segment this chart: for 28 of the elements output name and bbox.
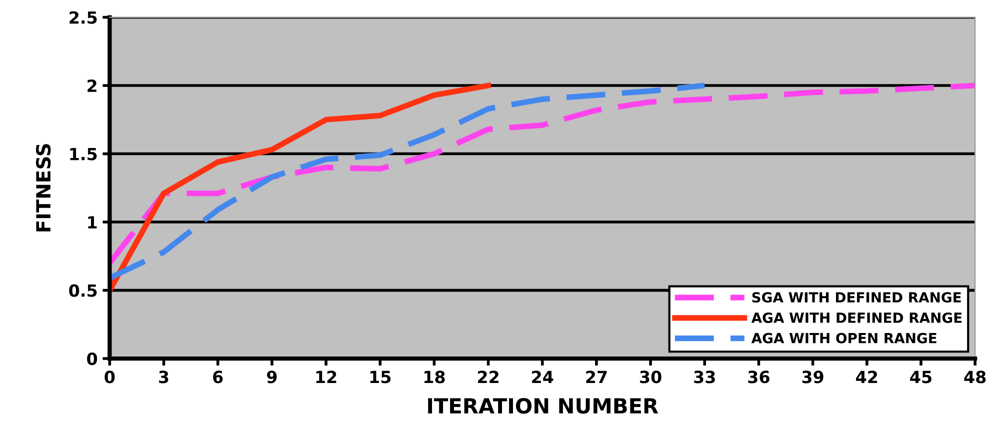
y-tick-label: 0.5 <box>69 284 97 297</box>
y-tick-label: 0 <box>87 352 98 366</box>
y-tick-label: 1 <box>88 216 97 228</box>
y-axis-title: FITNESS <box>36 144 51 232</box>
legend-label: AGA WITH OPEN RANGE <box>751 332 936 344</box>
x-tick-label: 24 <box>532 370 554 384</box>
x-tick-label: 45 <box>910 370 932 384</box>
x-tick-label: 39 <box>802 370 824 384</box>
x-tick-label: 18 <box>424 370 445 384</box>
y-tick-label: 2 <box>88 80 96 92</box>
x-tick-label: 36 <box>748 370 770 384</box>
x-tick-label: 48 <box>964 370 986 384</box>
x-tick-label: 27 <box>586 370 607 384</box>
x-axis-title: ITERATION NUMBER <box>428 398 658 414</box>
x-tick-label: 9 <box>266 370 277 384</box>
x-tick-label: 12 <box>316 370 336 384</box>
x-tick-label: 30 <box>640 370 662 384</box>
legend-label: SGA WITH DEFINED RANGE <box>752 292 961 303</box>
x-tick-label: 15 <box>370 370 391 384</box>
x-tick-label: 6 <box>213 370 223 384</box>
y-tick-label: 1.5 <box>70 148 97 160</box>
legend-label: AGA WITH DEFINED RANGE <box>751 312 962 323</box>
x-tick-label: 22 <box>478 370 498 384</box>
x-tick-label: 33 <box>694 370 715 384</box>
x-tick-label: 0 <box>104 370 115 384</box>
y-tick-label: 2.5 <box>70 11 97 24</box>
x-tick-label: 42 <box>856 370 878 384</box>
x-tick-label: 3 <box>159 370 168 384</box>
